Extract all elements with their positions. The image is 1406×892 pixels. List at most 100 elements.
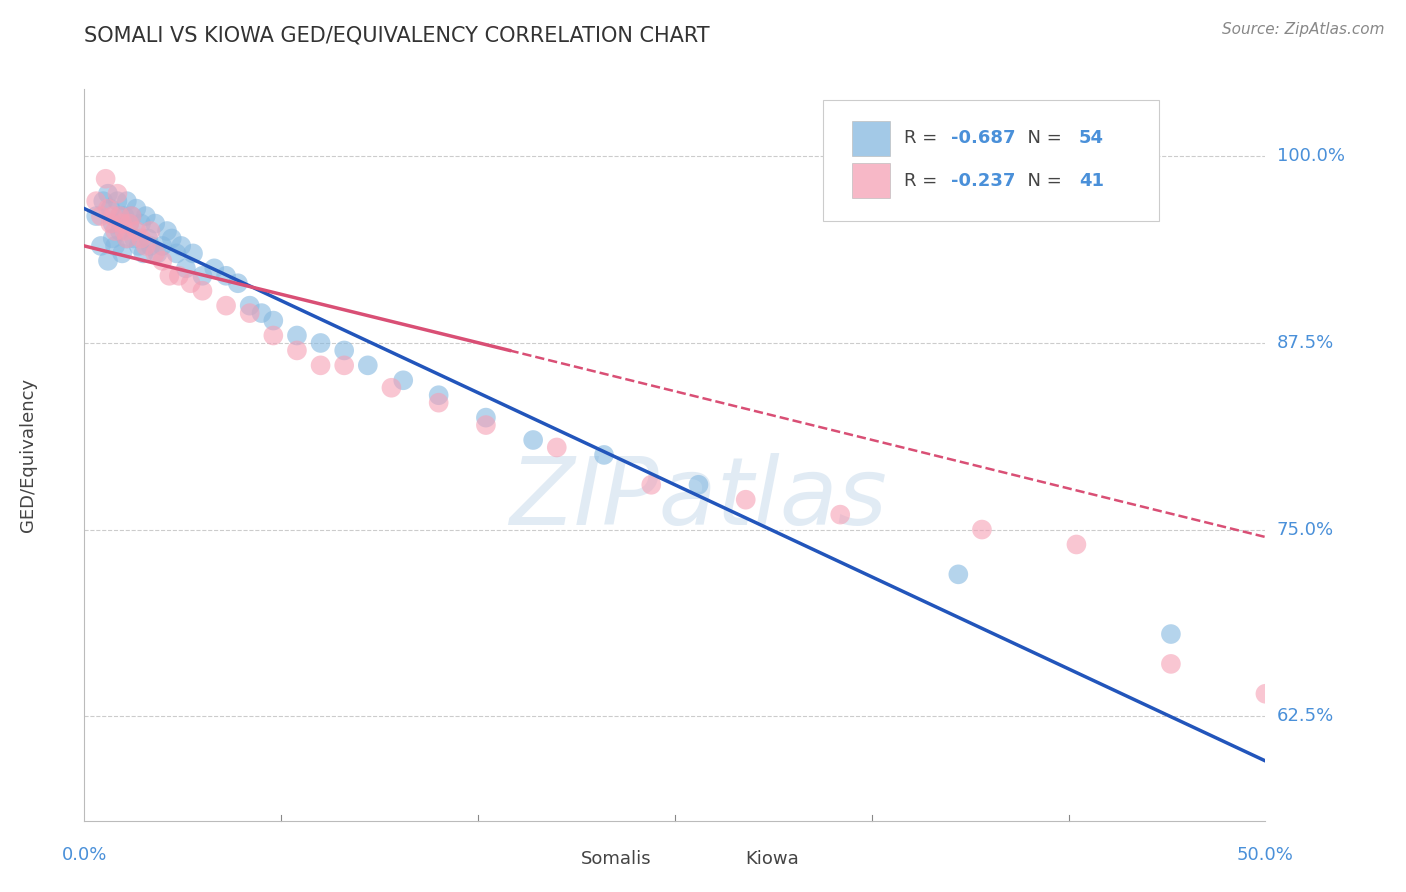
- Point: [135, 239, 157, 253]
- Point: [132, 246, 155, 260]
- Point: [143, 246, 166, 260]
- Point: [111, 246, 134, 260]
- Point: [107, 194, 129, 209]
- Point: [593, 448, 616, 462]
- Point: [115, 231, 138, 245]
- Point: [522, 433, 544, 447]
- Point: [129, 217, 152, 231]
- Point: [191, 284, 214, 298]
- Point: [114, 224, 136, 238]
- Point: [191, 268, 214, 283]
- Text: R =: R =: [904, 171, 943, 190]
- Text: 41: 41: [1078, 171, 1104, 190]
- Point: [90, 239, 112, 253]
- Point: [285, 343, 308, 358]
- Point: [167, 268, 190, 283]
- FancyBboxPatch shape: [852, 163, 890, 198]
- Point: [181, 246, 204, 260]
- Point: [98, 217, 121, 231]
- FancyBboxPatch shape: [852, 120, 890, 156]
- Point: [84, 209, 107, 223]
- Text: 100.0%: 100.0%: [1277, 147, 1344, 165]
- Point: [226, 277, 249, 291]
- Point: [97, 253, 120, 268]
- Point: [104, 224, 127, 238]
- Point: [125, 202, 148, 216]
- Text: 50.0%: 50.0%: [1237, 846, 1294, 863]
- Text: 75.0%: 75.0%: [1277, 521, 1334, 539]
- Point: [91, 194, 114, 209]
- Point: [101, 209, 124, 223]
- Point: [202, 261, 225, 276]
- Point: [157, 268, 180, 283]
- Point: [150, 253, 173, 268]
- Text: -0.687: -0.687: [952, 129, 1015, 147]
- Point: [734, 492, 756, 507]
- FancyBboxPatch shape: [704, 847, 738, 870]
- Point: [115, 194, 138, 209]
- Point: [380, 381, 402, 395]
- Point: [262, 313, 284, 327]
- Text: SOMALI VS KIOWA GED/EQUIVALENCY CORRELATION CHART: SOMALI VS KIOWA GED/EQUIVALENCY CORRELAT…: [84, 25, 710, 45]
- Point: [156, 224, 179, 238]
- Point: [139, 239, 162, 253]
- Point: [239, 299, 262, 313]
- Point: [121, 209, 143, 223]
- Point: [101, 231, 124, 245]
- Point: [97, 186, 120, 201]
- Point: [150, 239, 173, 253]
- Point: [170, 239, 193, 253]
- Text: -0.237: -0.237: [952, 171, 1015, 190]
- Text: GED/Equivalency: GED/Equivalency: [18, 378, 37, 532]
- Point: [427, 395, 450, 409]
- Text: Kiowa: Kiowa: [745, 850, 800, 868]
- Point: [970, 523, 993, 537]
- Point: [139, 224, 162, 238]
- Point: [333, 343, 356, 358]
- Point: [84, 194, 107, 209]
- Point: [1160, 627, 1182, 641]
- Point: [101, 217, 124, 231]
- Text: N =: N =: [1017, 129, 1067, 147]
- Point: [262, 328, 284, 343]
- Text: ZIPatlas: ZIPatlas: [509, 453, 887, 544]
- Text: Source: ZipAtlas.com: Source: ZipAtlas.com: [1222, 22, 1385, 37]
- Point: [215, 299, 238, 313]
- Point: [97, 202, 120, 216]
- Point: [285, 328, 308, 343]
- Point: [239, 306, 262, 320]
- Point: [94, 171, 117, 186]
- Point: [215, 268, 238, 283]
- Point: [174, 261, 197, 276]
- Text: 87.5%: 87.5%: [1277, 334, 1334, 352]
- Point: [166, 246, 188, 260]
- Point: [180, 277, 202, 291]
- Point: [1254, 687, 1277, 701]
- Text: N =: N =: [1017, 171, 1067, 190]
- Text: 0.0%: 0.0%: [62, 846, 107, 863]
- Point: [118, 217, 141, 231]
- Point: [546, 441, 568, 455]
- Point: [114, 209, 136, 223]
- FancyBboxPatch shape: [823, 100, 1159, 221]
- Point: [427, 388, 450, 402]
- Point: [121, 209, 143, 223]
- Point: [160, 231, 183, 245]
- Text: R =: R =: [904, 129, 943, 147]
- Text: 62.5%: 62.5%: [1277, 707, 1334, 725]
- Point: [98, 202, 121, 216]
- Point: [146, 246, 169, 260]
- Point: [309, 359, 332, 373]
- Point: [108, 224, 131, 238]
- Point: [118, 217, 141, 231]
- Point: [309, 335, 332, 350]
- Point: [830, 508, 852, 522]
- Point: [128, 239, 150, 253]
- Point: [125, 224, 148, 238]
- Point: [475, 410, 498, 425]
- Point: [1160, 657, 1182, 671]
- Point: [129, 231, 152, 245]
- Point: [1066, 537, 1088, 551]
- Point: [136, 231, 159, 245]
- Point: [333, 359, 356, 373]
